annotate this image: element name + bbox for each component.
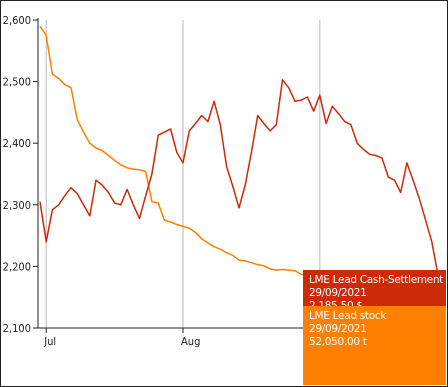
grid-lines [45,20,321,328]
y-tick-label: 2,400 [3,137,31,150]
tooltip-date: 29/09/2021 [309,287,367,299]
series-lines [39,25,439,308]
y-tick-label: 2,600 [3,14,31,27]
x-tick-label: Aug [181,335,200,348]
series-line-cash-settlement [39,79,439,276]
x-tick-label: Jul [43,335,56,348]
tooltip-value: 52,050.00 t [309,336,367,348]
y-tick-label: 2,300 [3,199,31,212]
tooltip-title: LME Lead stock [309,310,387,322]
y-axis: 2,100 2,200 2,300 2,400 2,500 2,600 [3,14,39,335]
series-line-stock [39,25,439,308]
tooltip-title: LME Lead Cash-Settlement [309,274,444,286]
y-tick-label: 2,500 [3,76,31,89]
y-tick-label: 2,200 [3,260,31,273]
tooltip-date: 29/09/2021 [309,323,367,335]
tooltip-stock: LME Lead stock 29/09/2021 52,050.00 t [303,306,446,385]
y-tick-label: 2,100 [3,322,31,335]
